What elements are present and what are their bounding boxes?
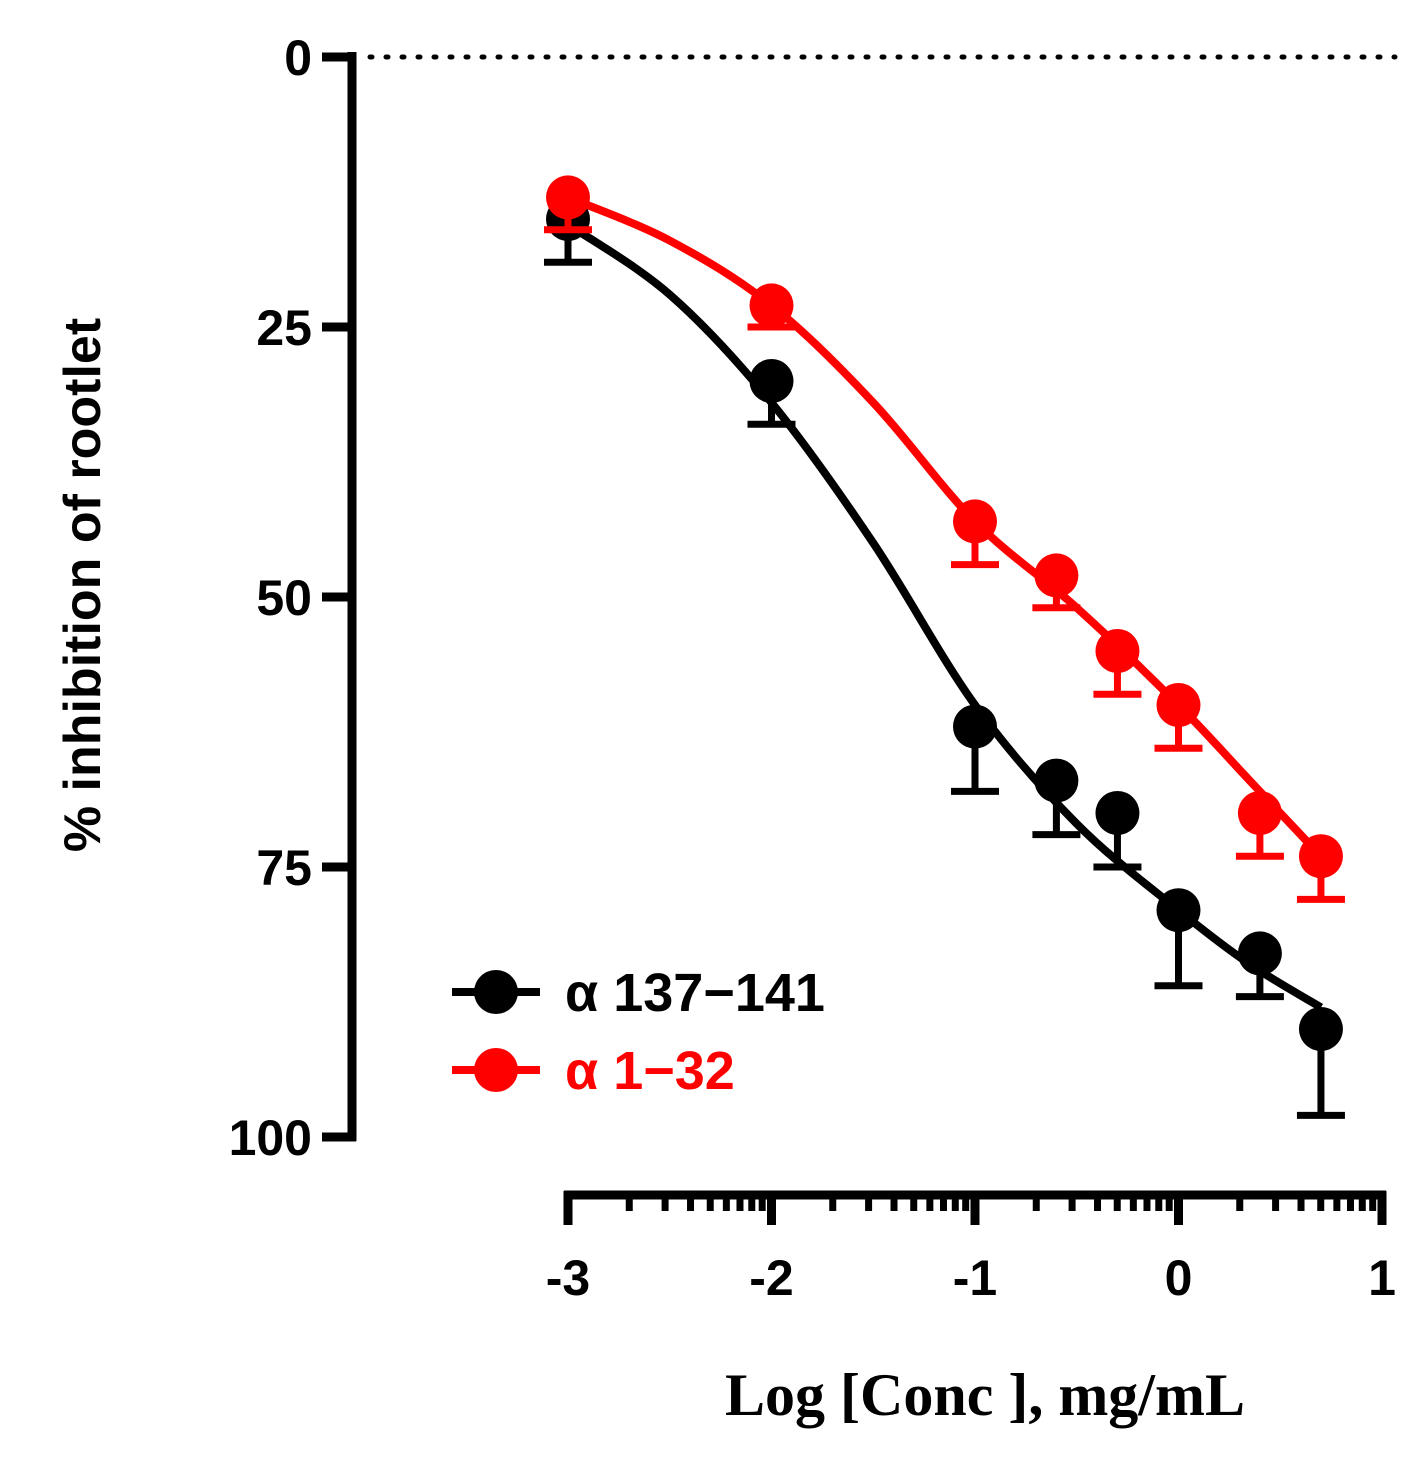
- data-point: [1095, 791, 1140, 835]
- legend-label: α 137−141: [565, 963, 825, 1023]
- x-tick-label: 1: [1368, 1250, 1396, 1306]
- legend: α 137−141 α 1−32: [452, 963, 825, 1101]
- data-point: [546, 175, 590, 220]
- data-point: [1298, 1007, 1343, 1051]
- x-tick-label: -2: [749, 1250, 793, 1306]
- x-tick-label: -3: [546, 1250, 590, 1306]
- data-point: [1298, 834, 1343, 879]
- x-axis-label: Log [Conc ], mg/mL: [725, 1362, 1245, 1428]
- legend-marker: [474, 1048, 518, 1092]
- y-tick-label: 50: [256, 570, 312, 626]
- data-point: [1095, 629, 1140, 673]
- y-tick-label: 25: [256, 300, 312, 356]
- data-point: [1237, 931, 1282, 976]
- fit-curve: [566, 193, 1324, 859]
- series-2: [544, 175, 1345, 903]
- data-point: [1156, 888, 1201, 933]
- legend-item: α 1−32: [452, 1041, 735, 1101]
- legend-item: α 137−141: [452, 963, 825, 1023]
- series-1: [544, 197, 1345, 1119]
- data-point: [1034, 553, 1079, 598]
- legend-label: α 1−32: [565, 1041, 735, 1101]
- y-tick-label: 75: [256, 840, 312, 896]
- y-tick-label: 0: [284, 30, 312, 86]
- x-tick-label: 0: [1165, 1250, 1193, 1306]
- data-point: [953, 499, 997, 544]
- data-point: [1156, 683, 1201, 727]
- legend-marker: [474, 970, 518, 1014]
- data-point: [1237, 791, 1282, 835]
- fit-curve: [565, 221, 1324, 1011]
- plot-area: [544, 175, 1345, 1119]
- data-point: [749, 283, 794, 328]
- data-point: [953, 704, 997, 749]
- data-point: [749, 359, 794, 403]
- data-point: [1034, 758, 1079, 803]
- axes: 0 25 50 75 100 -3 -2 -1 0 1: [229, 30, 1398, 1306]
- y-axis-label: % inhibition of rootlet: [54, 318, 112, 852]
- y-tick-label: 100: [229, 1110, 312, 1166]
- x-tick-label: -1: [953, 1250, 997, 1306]
